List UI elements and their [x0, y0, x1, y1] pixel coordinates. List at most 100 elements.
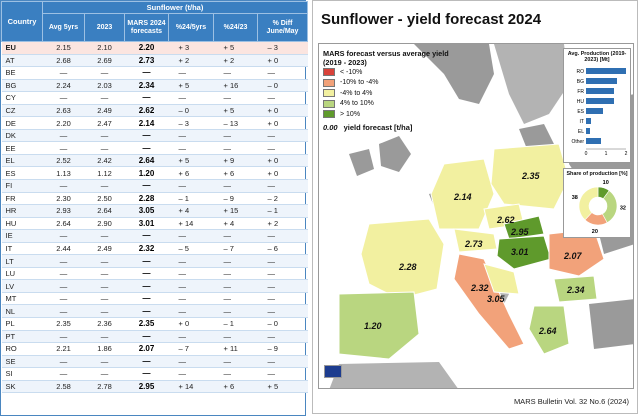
- pct23-cell: + 9: [213, 154, 258, 168]
- avg5-cell: 1.13: [42, 166, 85, 180]
- diff-cell: —: [257, 141, 308, 155]
- y2023-cell: 2.78: [84, 380, 125, 394]
- diff-cell: – 6: [257, 242, 308, 256]
- country-cell: LU: [1, 267, 43, 281]
- country-cell: HU: [1, 217, 43, 231]
- forecast-cell: 2.35: [124, 317, 169, 331]
- y2023-cell: 2.10: [84, 41, 125, 55]
- legend-swatch: [323, 99, 335, 108]
- production-bar: [586, 108, 603, 114]
- y2023-cell: 2.49: [84, 104, 125, 118]
- country-cell: DK: [1, 129, 43, 143]
- diff-cell: – 0: [257, 79, 308, 93]
- donut-slice: [578, 186, 599, 221]
- table-row: SI — — — — — —: [1, 367, 308, 381]
- production-bar: [586, 138, 601, 144]
- y2023-cell: 2.03: [84, 79, 125, 93]
- country-cell: CZ: [1, 104, 43, 118]
- pct5-cell: – 5: [168, 242, 214, 256]
- country-yield-label: 2.28: [398, 262, 417, 272]
- country-region: [360, 218, 445, 300]
- pct23-cell: —: [213, 179, 258, 193]
- column-header-pct-23: %24/23: [213, 13, 258, 42]
- yield-legend: 0.00 yield forecast [t/ha]: [323, 123, 495, 132]
- pct5-cell: —: [168, 179, 214, 193]
- country-yield-label: 2.73: [464, 239, 483, 249]
- pct5-cell: —: [168, 367, 214, 381]
- legend-label: > 10%: [340, 110, 361, 118]
- avg5-cell: —: [42, 229, 85, 243]
- table-row: PT — — — — — —: [1, 330, 308, 344]
- y2023-cell: 1.12: [84, 166, 125, 180]
- column-header-diff: % Diff June/May: [256, 13, 309, 42]
- country-cell: EE: [1, 141, 43, 155]
- pct23-cell: + 11: [213, 342, 258, 356]
- legend-item: -4% to 4%: [323, 88, 495, 99]
- diff-cell: + 0: [257, 116, 308, 130]
- pct23-cell: – 7: [213, 242, 258, 256]
- country-yield-label: 3.05: [487, 294, 506, 304]
- avg5-cell: 2.63: [42, 104, 85, 118]
- column-header-pct-5yrs: %24/5yrs: [168, 13, 214, 42]
- diff-cell: —: [257, 330, 308, 344]
- avg5-cell: —: [42, 367, 85, 381]
- diff-cell: + 5: [257, 380, 308, 394]
- pct5-cell: —: [168, 330, 214, 344]
- column-header-2023: 2023: [84, 13, 125, 42]
- y2023-cell: —: [84, 367, 125, 381]
- y2023-cell: —: [84, 254, 125, 268]
- country-cell: SI: [1, 367, 43, 381]
- avg5-cell: —: [42, 279, 85, 293]
- pct23-cell: —: [213, 304, 258, 319]
- country-yield-label: 2.64: [538, 326, 557, 336]
- legend-item: -10% to -4%: [323, 78, 495, 89]
- pct5-cell: – 0: [168, 104, 214, 118]
- pct23-cell: + 5: [213, 41, 258, 55]
- y2023-cell: —: [84, 267, 125, 281]
- diff-cell: —: [257, 179, 308, 193]
- bar-category-label: BG: [577, 79, 584, 85]
- forecast-cell: —: [124, 304, 169, 319]
- forecast-cell: 2.32: [124, 242, 169, 256]
- table-row: DK — — — — — —: [1, 129, 308, 143]
- diff-cell: —: [257, 129, 308, 143]
- pct23-cell: + 6: [213, 380, 258, 394]
- pct5-cell: —: [168, 267, 214, 281]
- y2023-cell: 1.86: [84, 342, 125, 356]
- pct5-cell: —: [168, 279, 214, 293]
- pct5-cell: —: [168, 355, 214, 369]
- country-cell: BE: [1, 66, 43, 80]
- diff-cell: —: [257, 229, 308, 243]
- country-yield-label: 2.32: [470, 283, 489, 293]
- table-row: NL — — — — — —: [1, 304, 308, 319]
- avg5-cell: 2.24: [42, 79, 85, 93]
- table-row: SK 2.58 2.78 2.95 + 14 + 6 + 5: [1, 380, 308, 394]
- bar-category-label: Other: [571, 139, 584, 145]
- y2023-cell: 2.50: [84, 192, 125, 206]
- country-yield-label: 3.01: [511, 247, 529, 257]
- pct23-cell: —: [213, 330, 258, 344]
- pct5-cell: + 14: [168, 380, 214, 394]
- forecast-cell: 2.28: [124, 192, 169, 206]
- pct23-cell: —: [213, 355, 258, 369]
- forecast-cell: —: [124, 330, 169, 344]
- y2023-cell: 2.42: [84, 154, 125, 168]
- avg5-cell: —: [42, 66, 85, 80]
- avg5-cell: —: [42, 91, 85, 105]
- pct5-cell: —: [168, 292, 214, 306]
- diff-cell: —: [257, 267, 308, 281]
- production-bar: [586, 98, 614, 104]
- country-cell: PL: [1, 317, 43, 331]
- country-cell: EL: [1, 154, 43, 168]
- country-cell: SE: [1, 355, 43, 369]
- diff-cell: —: [257, 279, 308, 293]
- donut-label: 38: [572, 195, 578, 201]
- diff-cell: + 0: [257, 166, 308, 180]
- pct5-cell: —: [168, 229, 214, 243]
- pct5-cell: + 14: [168, 217, 214, 231]
- share-chart: Share of production [%] 10 32 20 38: [563, 168, 631, 238]
- y2023-cell: —: [84, 292, 125, 306]
- share-chart-title: Share of production [%]: [566, 171, 628, 177]
- pct5-cell: + 0: [168, 317, 214, 331]
